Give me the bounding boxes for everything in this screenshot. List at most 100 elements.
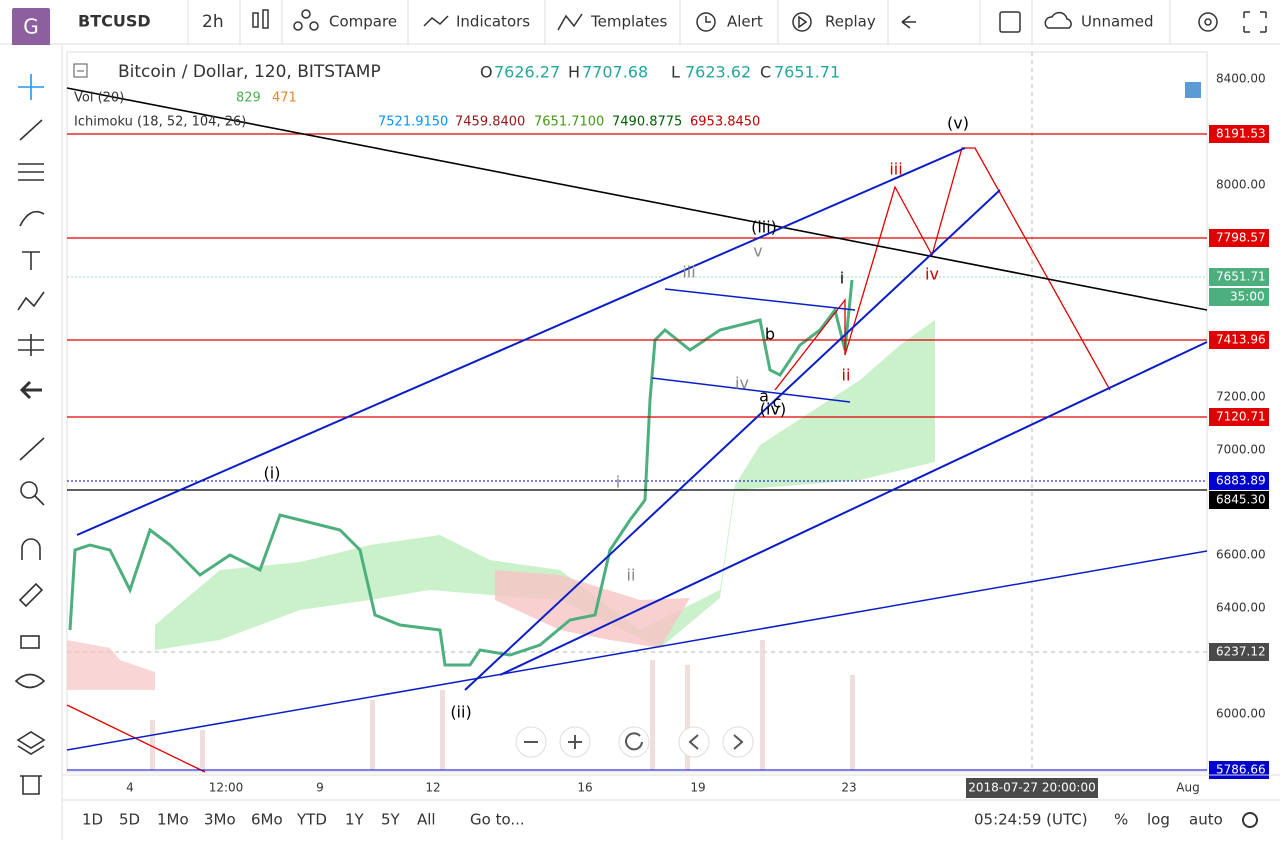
price-label: 6400.00 <box>1216 601 1266 615</box>
range-button[interactable]: All <box>417 811 436 829</box>
price-label: 6600.00 <box>1216 548 1266 562</box>
indicator-value: 829 <box>236 91 261 106</box>
wave-label: i <box>616 473 620 492</box>
range-button[interactable]: 6Mo <box>251 811 283 829</box>
time-label: 9 <box>316 781 324 795</box>
price-tag <box>1209 288 1269 306</box>
clock: 05:24:59 (UTC) <box>974 811 1088 829</box>
price-tag <box>1209 125 1269 143</box>
ichimoku-cloud <box>155 320 935 650</box>
ohlc-value: 7707.68 <box>582 63 648 82</box>
price-tag-label: 7651.71 <box>1216 270 1266 284</box>
compare-button[interactable]: Compare <box>329 13 397 31</box>
ohlc-value: 7651.71 <box>774 63 840 82</box>
wave-label: (i) <box>264 464 281 483</box>
symbol[interactable]: BTCUSD <box>78 12 151 31</box>
price-label: 7200.00 <box>1216 390 1266 404</box>
price-tag <box>1209 472 1269 490</box>
time-label: 19 <box>690 781 705 795</box>
indicator-value: 7490.8775 <box>612 115 682 130</box>
indicator-name: Ichimoku (18, 52, 104, 26) <box>74 115 246 130</box>
wave-label: b <box>765 325 775 344</box>
wave-label: (iii) <box>751 218 777 237</box>
time-label: 4 <box>126 781 134 795</box>
scale-option[interactable]: log <box>1147 811 1170 829</box>
scale-option[interactable]: auto <box>1189 811 1223 829</box>
time-label: 12:00 <box>209 781 244 795</box>
range-button[interactable]: YTD <box>296 811 327 829</box>
time-label: Aug <box>1176 781 1199 795</box>
price-tag <box>1209 331 1269 349</box>
price-tag <box>1209 408 1269 426</box>
zoom-controls[interactable] <box>515 726 754 758</box>
range-button[interactable]: 1Mo <box>157 811 189 829</box>
left-toolbar <box>0 45 62 805</box>
price-tag <box>1209 268 1269 286</box>
price-tag-label: 35:00 <box>1230 290 1265 304</box>
range-button[interactable]: 1Y <box>345 811 365 829</box>
ichimoku-cloud-red <box>495 570 690 648</box>
alert-button[interactable]: Alert <box>727 13 763 31</box>
time-label: 23 <box>841 781 856 795</box>
drawing-tools[interactable] <box>14 74 46 795</box>
price-tag-label: 7120.71 <box>1216 410 1266 424</box>
wave-label: (iv) <box>760 400 786 419</box>
price-label: 8400.00 <box>1216 72 1266 86</box>
layout-name[interactable]: Unnamed <box>1081 13 1154 31</box>
price-tag <box>1209 229 1269 247</box>
indicator-value: 471 <box>272 91 297 106</box>
indicator-value: 7521.9150 <box>378 115 448 130</box>
ohlc-value: 7626.27 <box>494 63 560 82</box>
templates-button[interactable]: Templates <box>590 13 667 31</box>
price-label: 6000.00 <box>1216 707 1266 721</box>
price-tag-label: 5786.66 <box>1216 763 1266 777</box>
ohlc-value: 7623.62 <box>685 63 751 82</box>
price-tag-label: 7413.96 <box>1216 333 1266 347</box>
wave-label: ii <box>627 566 636 585</box>
indicator-value: 7459.8400 <box>455 115 525 130</box>
goto-button[interactable]: Go to... <box>470 811 525 829</box>
wave-label: iii <box>889 160 902 179</box>
range-button[interactable]: 3Mo <box>204 811 236 829</box>
indicators-button[interactable]: Indicators <box>456 13 530 31</box>
price-tag-label: 8191.53 <box>1216 127 1266 141</box>
ohlc-key: C <box>760 63 771 82</box>
price-tag-label: 6883.89 <box>1216 474 1266 488</box>
price-tag <box>1209 643 1269 661</box>
time-label: 12 <box>425 781 440 795</box>
ohlc-key: H <box>568 63 580 82</box>
logo-text: G <box>23 15 39 39</box>
wave-label: v <box>753 242 762 261</box>
logo[interactable] <box>12 8 50 46</box>
ohlc-key: O <box>480 63 493 82</box>
wave-label: iv <box>735 374 749 393</box>
wave-label: c <box>773 393 782 412</box>
range-button[interactable]: 1D <box>82 811 103 829</box>
scale-option[interactable]: % <box>1114 811 1128 829</box>
chart-pane[interactable] <box>66 51 1208 773</box>
price-tag-label: 6845.30 <box>1216 493 1266 507</box>
ohlc-key: L <box>671 63 680 82</box>
interval[interactable]: 2h <box>202 12 224 32</box>
price-series <box>68 279 854 667</box>
range-button[interactable]: 5Y <box>381 811 401 829</box>
price-tag-label: 7798.57 <box>1216 231 1266 245</box>
time-label: 16 <box>577 781 592 795</box>
wave-label: iv <box>925 265 939 284</box>
replay-button[interactable]: Replay <box>825 13 876 31</box>
price-label: 7000.00 <box>1216 443 1266 457</box>
wave-label: i <box>840 269 844 288</box>
top-bar <box>0 0 1280 44</box>
price-tag <box>1209 491 1269 509</box>
indicator-value: 6953.8450 <box>690 115 760 130</box>
wave-label: (v) <box>947 114 969 133</box>
wave-label: ii <box>842 366 851 385</box>
wave-label: iii <box>682 263 695 282</box>
legend-title: Bitcoin / Dollar, 120, BITSTAMP <box>118 62 381 82</box>
range-button[interactable]: 5D <box>119 811 140 829</box>
indicator-name: Vol (20) <box>74 91 124 106</box>
wave-label: a <box>759 387 769 406</box>
price-tag-label: 6237.12 <box>1216 645 1266 659</box>
wave-label: (ii) <box>450 703 471 722</box>
